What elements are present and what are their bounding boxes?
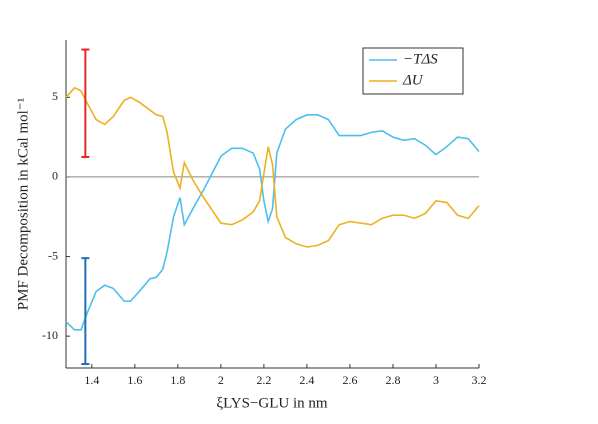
y-tick-label: 5: [52, 89, 58, 103]
series-line: [65, 114, 480, 331]
x-tick-label: 2.2: [256, 373, 271, 387]
x-tick-label: 2.6: [342, 373, 357, 387]
error-bar: [81, 257, 90, 366]
x-tick-label: 2.8: [385, 373, 400, 387]
x-tick-label: 3: [433, 373, 439, 387]
x-tick-label: 1.4: [84, 373, 99, 387]
legend-box: [362, 47, 464, 95]
legend-label: ΔU: [402, 72, 424, 88]
series-line: [65, 86, 480, 248]
x-tick-label: 1.6: [127, 373, 142, 387]
x-axis-label: ξLYS−GLU in nm: [216, 395, 327, 411]
y-tick-label: -10: [42, 328, 58, 342]
y-axis-label: PMF Decomposition in kCal mol⁻¹: [15, 98, 31, 310]
x-tick-label: 2: [218, 373, 224, 387]
y-tick-label: -5: [48, 248, 58, 262]
y-tick-label: 0: [52, 169, 58, 183]
x-tick-label: 2.4: [299, 373, 314, 387]
x-tick-label: 3.2: [472, 373, 487, 387]
error-bar: [81, 48, 90, 159]
x-tick-label: 1.8: [170, 373, 185, 387]
legend-label: −TΔS: [403, 51, 438, 67]
